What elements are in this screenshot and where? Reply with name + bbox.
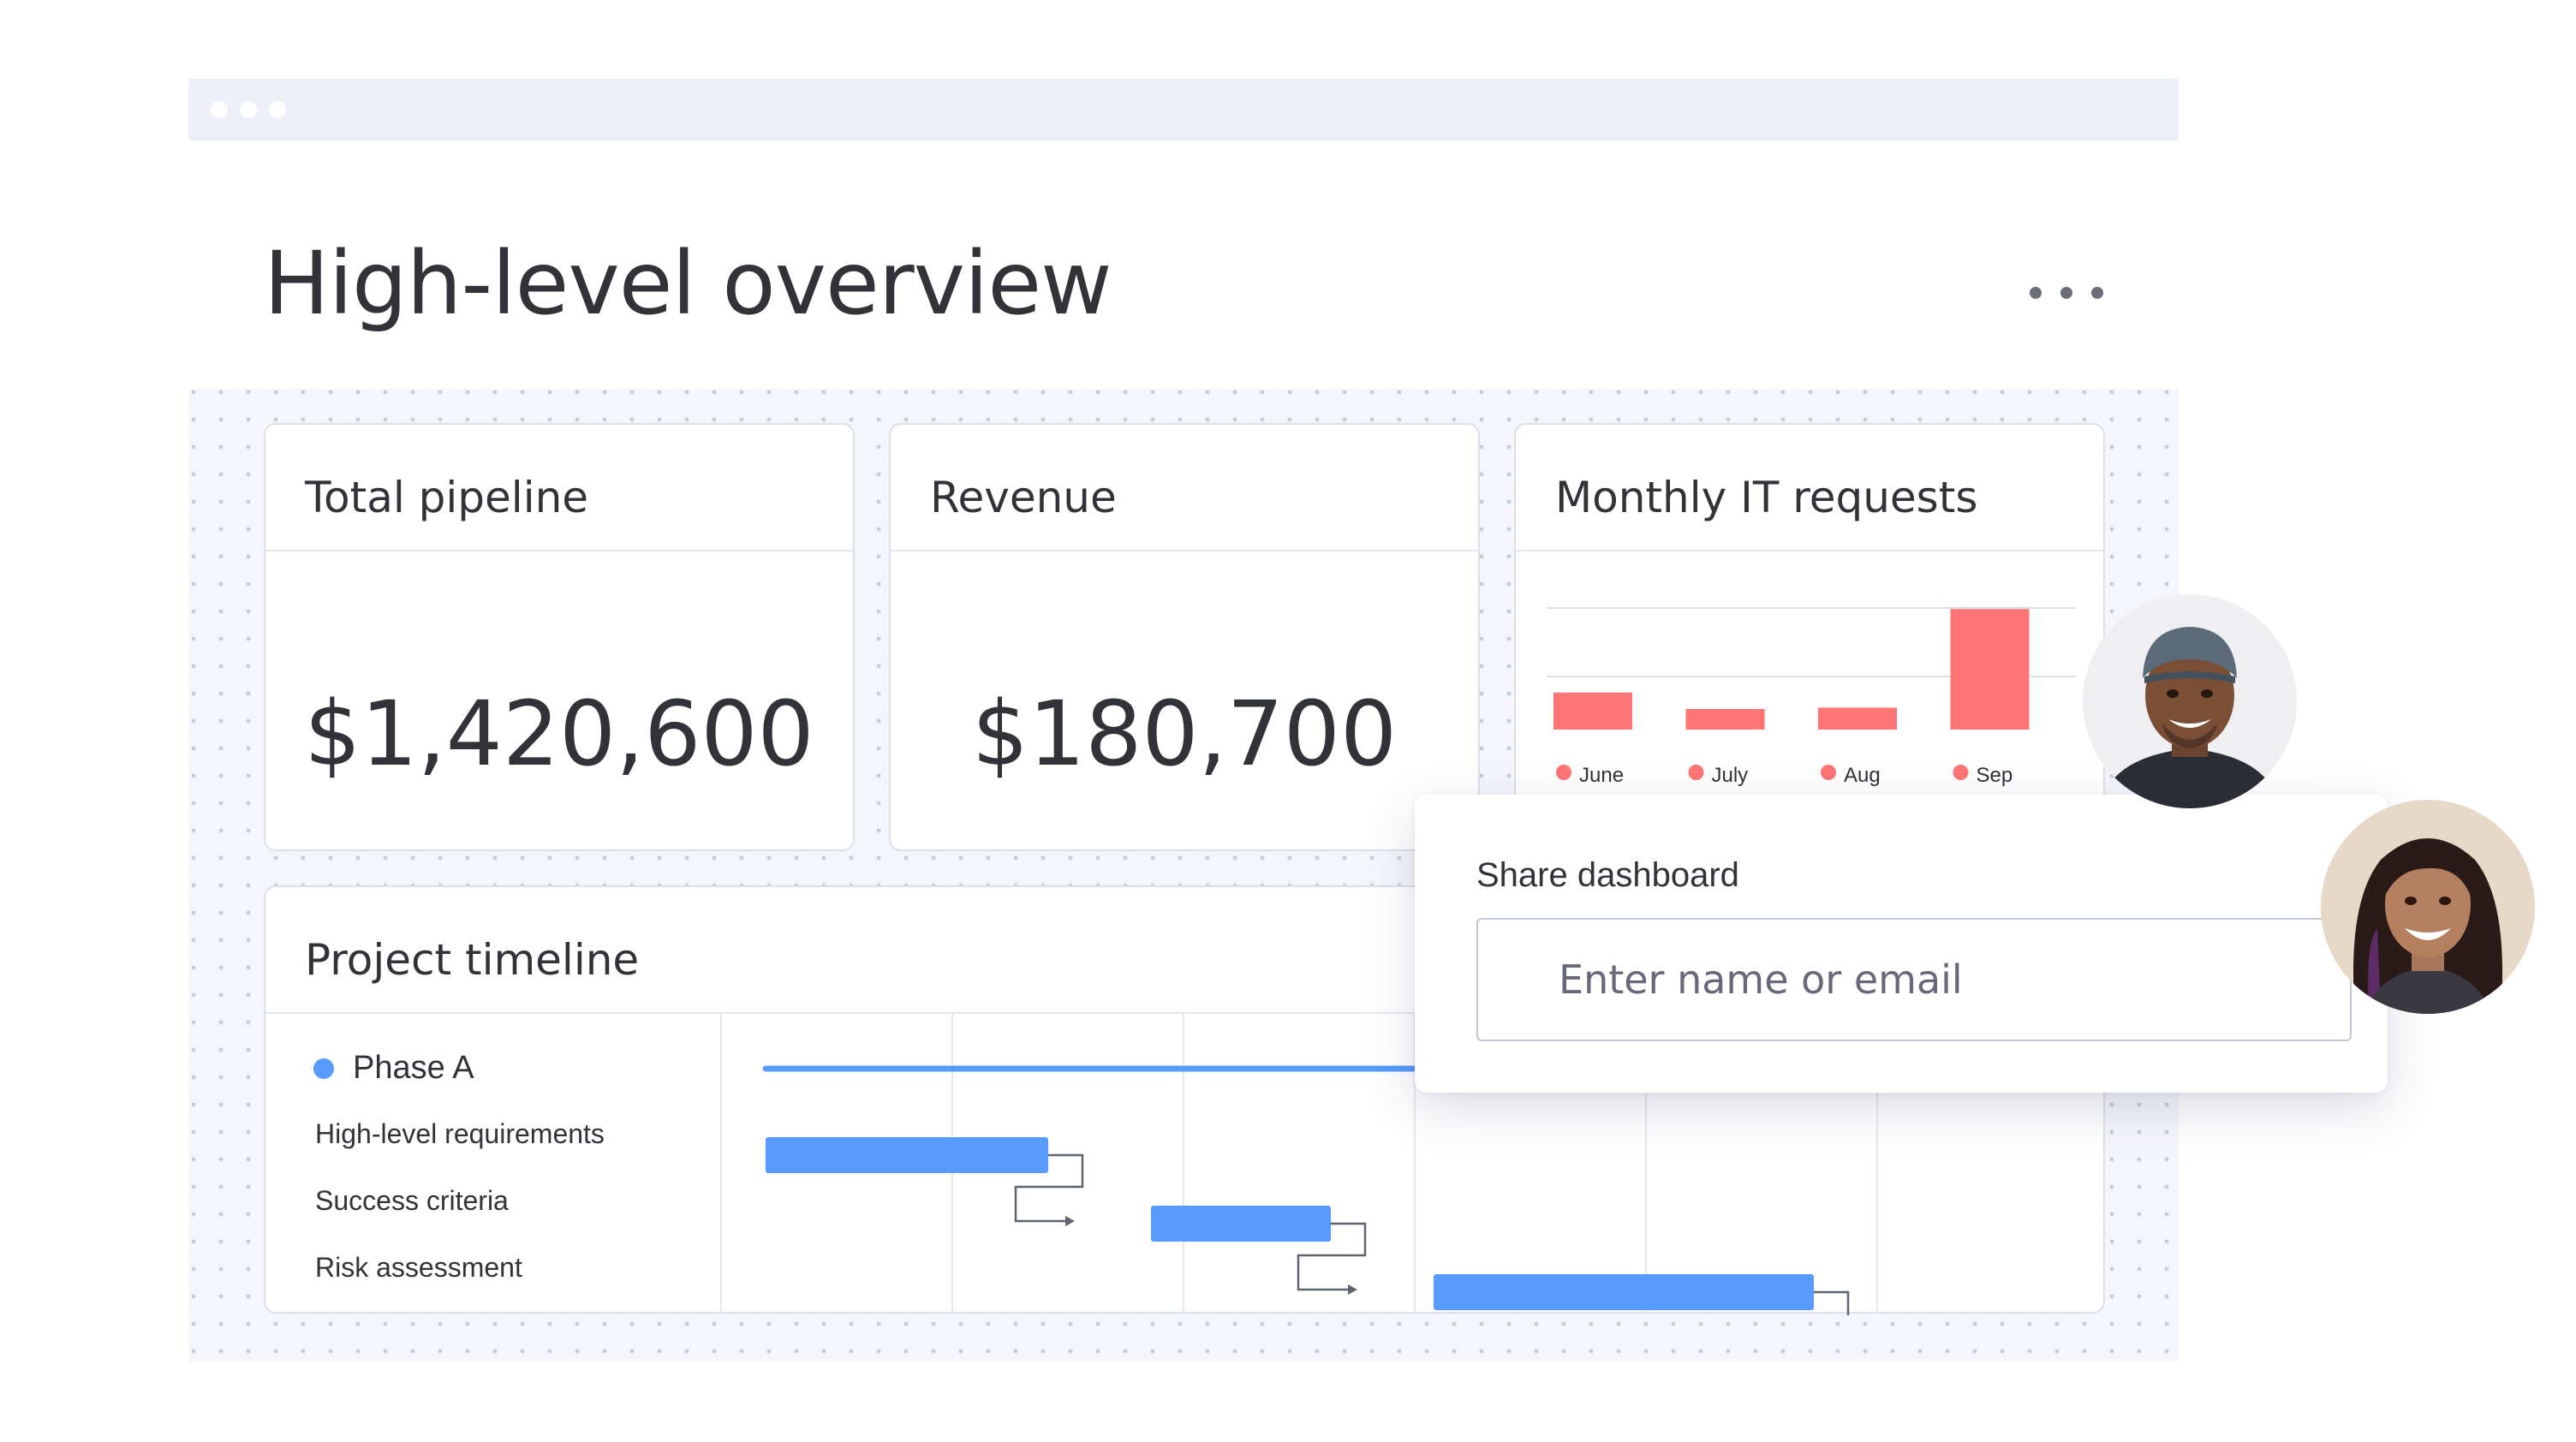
share-email-input[interactable] (1476, 918, 2352, 1041)
task-label[interactable]: High-level requirements (315, 1118, 605, 1149)
dependency-arrow-icon (1014, 1153, 1084, 1223)
user-avatar[interactable] (2083, 594, 2297, 808)
window-dot-icon (211, 101, 228, 118)
pipeline-card[interactable]: Total pipeline $1,420,600 (264, 423, 855, 851)
user-avatar-man-icon (2083, 594, 2297, 808)
timeline-grid (720, 1014, 1878, 1315)
it-requests-card-title: Monthly IT requests (1555, 473, 1978, 522)
card-divider (1516, 550, 2103, 551)
window-dot-icon (269, 101, 286, 118)
revenue-card-title: Revenue (930, 473, 1117, 522)
task-label[interactable]: Success criteria (315, 1185, 509, 1216)
phase-label: Phase A (353, 1050, 474, 1086)
phase-row[interactable]: Phase A (313, 1050, 474, 1087)
user-avatar-woman-icon (2321, 800, 2535, 1014)
card-divider (265, 550, 853, 551)
window-dot-icon (240, 101, 257, 118)
card-divider (891, 550, 1478, 551)
revenue-value: $180,700 (971, 682, 1398, 786)
pipeline-value: $1,420,600 (304, 682, 814, 786)
page-title: High-level overview (264, 233, 1112, 335)
chart-bar[interactable] (1685, 709, 1765, 730)
timeline-card-title: Project timeline (305, 935, 640, 985)
it-requests-card[interactable]: Monthly IT requests June July Aug Sep (1514, 423, 2105, 851)
browser-chrome (188, 79, 2179, 140)
dependency-arrow-icon (1814, 1290, 1850, 1315)
revenue-card[interactable]: Revenue $180,700 (889, 423, 1480, 851)
task-bar[interactable] (1151, 1206, 1331, 1242)
arrowhead-icon (1065, 1216, 1075, 1226)
share-dashboard-dialog: Share dashboard (1415, 795, 2388, 1093)
user-avatar[interactable] (2321, 800, 2535, 1014)
chart-bar[interactable] (1553, 692, 1632, 730)
task-bar[interactable] (1434, 1274, 1814, 1310)
legend-label: July (1712, 764, 1749, 787)
legend-label: Aug (1844, 764, 1881, 787)
phase-bullet-icon (313, 1058, 334, 1079)
share-dialog-title: Share dashboard (1476, 856, 1739, 894)
dependency-arrow-icon (1297, 1222, 1367, 1291)
chart-bar[interactable] (1950, 609, 2030, 730)
pipeline-card-title: Total pipeline (305, 473, 589, 522)
legend-dot-icon (1556, 765, 1571, 780)
chart-bar[interactable] (1818, 707, 1897, 730)
card-divider (265, 1012, 2103, 1014)
legend-label: June (1579, 764, 1624, 787)
task-label[interactable]: Risk assessment (315, 1252, 522, 1283)
legend-dot-icon (1688, 765, 1704, 780)
task-bar[interactable] (766, 1137, 1048, 1173)
arrowhead-icon (1348, 1284, 1357, 1295)
it-requests-chart: June July Aug Sep (1547, 607, 2076, 787)
more-dots-icon[interactable] (2030, 276, 2103, 310)
legend-label: Sep (1977, 764, 2013, 787)
legend-dot-icon (1821, 765, 1836, 780)
legend-dot-icon (1953, 765, 1969, 780)
